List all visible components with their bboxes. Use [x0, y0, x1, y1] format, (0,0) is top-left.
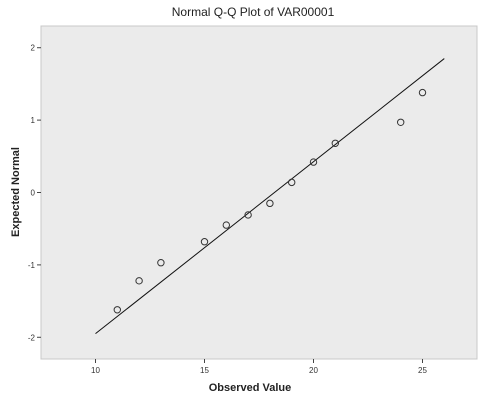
data-point — [135, 277, 143, 285]
x-tick-label: 25 — [418, 366, 427, 375]
data-points — [113, 88, 427, 314]
data-point — [288, 178, 296, 187]
x-tick-label: 15 — [200, 366, 209, 375]
data-point — [244, 211, 252, 219]
x-tick-label: 20 — [309, 366, 318, 375]
data-point — [418, 88, 427, 97]
data-point — [113, 306, 122, 314]
data-point — [309, 158, 318, 166]
y-tick-label: 0 — [31, 189, 36, 198]
y-tick-label: -1 — [28, 261, 36, 270]
chart-title: Normal Q-Q Plot of VAR00001 — [172, 5, 335, 19]
x-axis-label: Observed Value — [209, 382, 292, 394]
y-tick-label: 1 — [31, 116, 36, 125]
y-tick-label: -2 — [28, 333, 36, 342]
data-point — [157, 259, 165, 267]
y-tick-label: 2 — [31, 44, 36, 53]
data-point — [397, 118, 405, 126]
data-point — [266, 199, 274, 208]
y-axis-label: Expected Normal — [10, 147, 22, 237]
data-point — [200, 238, 209, 246]
plot-area — [40, 25, 478, 360]
reference-line — [95, 58, 445, 335]
axis-ticks: 10 15 20 25 -2 -1 0 1 2 — [28, 44, 428, 375]
data-point — [331, 139, 339, 147]
x-tick-label: 10 — [91, 366, 100, 375]
data-point — [222, 221, 231, 229]
